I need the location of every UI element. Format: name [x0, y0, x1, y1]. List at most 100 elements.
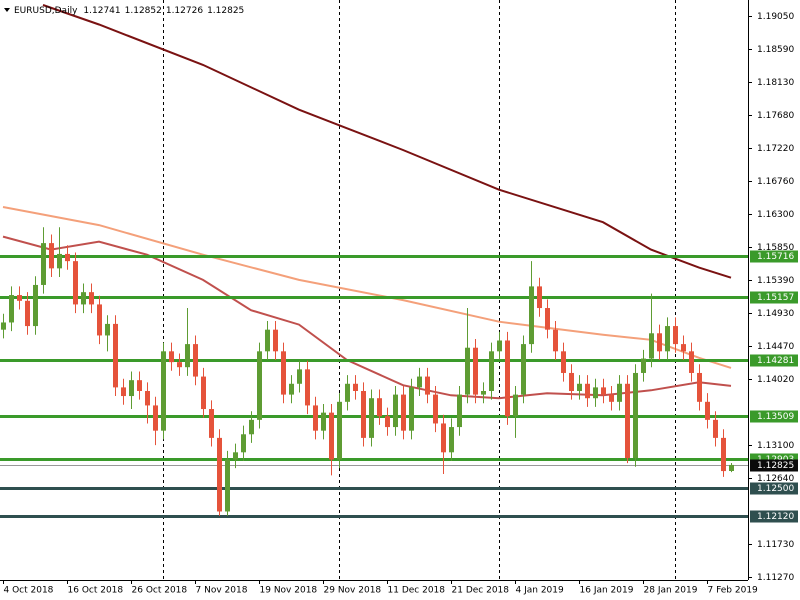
candle-body: [657, 333, 662, 352]
candle-body: [577, 383, 582, 391]
candle-body: [161, 351, 166, 431]
candle-body: [425, 376, 430, 395]
y-tick-label: 1.15850: [757, 243, 794, 253]
candle-body: [641, 358, 646, 373]
header-high: 1.12852: [125, 6, 162, 16]
candle-body: [57, 253, 62, 269]
level-label-box: [750, 291, 798, 304]
candle-body: [505, 340, 510, 417]
x-tick-label: 16 Oct 2018: [68, 586, 124, 596]
x-tick-label: 28 Jan 2019: [644, 586, 698, 596]
x-tick-label: 26 Oct 2018: [132, 586, 188, 596]
candle-body: [121, 387, 126, 397]
y-tick-label: 1.11270: [757, 573, 794, 583]
x-tick-label: 4 Jan 2019: [516, 586, 564, 596]
candle-body: [601, 387, 606, 395]
candle-body: [353, 383, 358, 391]
candle-body: [25, 300, 30, 327]
level-label-box: [750, 482, 798, 495]
candle-body: [225, 459, 230, 512]
y-tick-label: 1.17220: [757, 144, 794, 154]
x-tick-label: 4 Oct 2018: [4, 586, 54, 596]
candle-body: [297, 369, 302, 384]
header-low: 1.12726: [166, 6, 203, 16]
candle-body: [697, 372, 702, 402]
candle-body: [537, 286, 542, 309]
y-tick-label: 1.16300: [757, 210, 794, 220]
symbol: EURUSD,Daily: [14, 6, 78, 16]
y-tick-label: 1.12640: [757, 474, 794, 484]
y-tick-label: 1.17680: [757, 111, 794, 121]
candle-body: [9, 295, 14, 323]
level-label-box: [750, 250, 798, 263]
candle-body: [153, 405, 158, 431]
y-tick-label: 1.15390: [757, 276, 794, 286]
candle-body: [105, 323, 110, 336]
candle-body: [401, 394, 406, 431]
x-tick-label: 29 Nov 2018: [324, 586, 382, 596]
candle-body: [233, 452, 238, 460]
candle-body: [553, 329, 558, 352]
candle-body: [73, 261, 78, 305]
candle-body: [201, 376, 206, 410]
candle-body: [617, 383, 622, 402]
candle-body: [545, 308, 550, 330]
x-tick-label: 19 Nov 2018: [260, 586, 318, 596]
candle-body: [585, 383, 590, 399]
level-label-box: [750, 410, 798, 423]
candle-body: [273, 329, 278, 352]
candle-body: [625, 383, 630, 459]
candle-body: [257, 351, 262, 420]
y-tick-label: 1.14930: [757, 309, 794, 319]
candle-body: [185, 344, 190, 368]
candle-body: [513, 394, 518, 417]
candle-body: [417, 376, 422, 388]
y-tick-label: 1.11730: [757, 540, 794, 550]
candle-body: [281, 351, 286, 395]
candle-body: [81, 292, 86, 305]
candle-body: [441, 423, 446, 453]
candle-body: [713, 419, 718, 438]
candle-body: [377, 398, 382, 417]
plot-area: [0, 0, 748, 580]
candle-body: [465, 347, 470, 395]
y-tick-label: 1.14470: [757, 342, 794, 352]
candle-body: [521, 344, 526, 395]
candle-body: [489, 351, 494, 391]
y-tick-label: 1.18130: [757, 78, 794, 88]
candle-body: [49, 243, 54, 269]
candle-body: [97, 304, 102, 336]
candle-body: [137, 380, 142, 391]
candle-body: [217, 437, 222, 512]
candle-body: [481, 390, 486, 395]
candle-body: [409, 387, 414, 431]
candle-body: [65, 253, 70, 262]
current-price-label: 1.12825: [757, 461, 794, 471]
candle-body: [313, 405, 318, 431]
candle-body: [457, 394, 462, 428]
header-close: 1.12825: [207, 6, 244, 16]
level-label: 1.12120: [757, 512, 794, 522]
moving-average: [42, 4, 732, 279]
candle-body: [17, 295, 22, 301]
level-label-box: [750, 354, 798, 367]
candle-body: [33, 284, 38, 327]
x-tick-label: 21 Dec 2018: [452, 586, 510, 596]
candle-body: [369, 398, 374, 438]
candle-body: [497, 340, 502, 352]
level-label: 1.15716: [757, 252, 794, 262]
y-tick-label: 1.13100: [757, 441, 794, 451]
menu-triangle[interactable]: [4, 8, 10, 12]
candle-body: [249, 419, 254, 435]
candle-body: [265, 329, 270, 352]
level-label: 1.12500: [757, 484, 794, 494]
current-price-box: [750, 459, 798, 472]
candle-body: [337, 401, 342, 460]
candle-body: [561, 351, 566, 373]
candle-body: [433, 394, 438, 424]
candle-body: [289, 383, 294, 395]
candle-body: [345, 383, 350, 402]
candle-body: [305, 369, 310, 406]
